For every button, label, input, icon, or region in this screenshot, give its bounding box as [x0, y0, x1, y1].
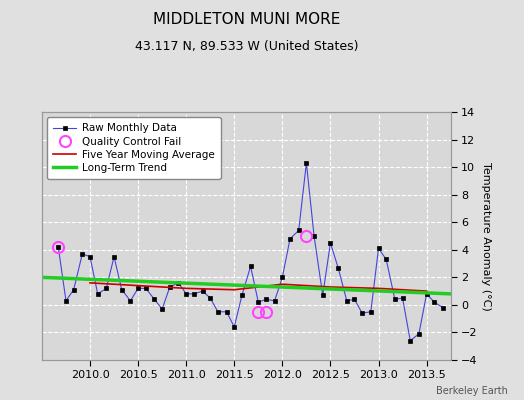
- Raw Monthly Data: [320, 293, 326, 298]
- Raw Monthly Data: [287, 236, 293, 241]
- Text: 43.117 N, 89.533 W (United States): 43.117 N, 89.533 W (United States): [135, 40, 358, 53]
- Five Year Moving Average: [87, 280, 93, 285]
- Raw Monthly Data: [303, 160, 310, 165]
- Raw Monthly Data: [167, 284, 173, 289]
- Raw Monthly Data: [223, 309, 230, 314]
- Raw Monthly Data: [127, 298, 134, 303]
- Raw Monthly Data: [359, 311, 365, 316]
- Raw Monthly Data: [271, 298, 278, 303]
- Raw Monthly Data: [423, 292, 430, 296]
- Line: Raw Monthly Data: Raw Monthly Data: [57, 161, 445, 342]
- Raw Monthly Data: [431, 300, 438, 304]
- Raw Monthly Data: [183, 292, 189, 296]
- Raw Monthly Data: [375, 246, 381, 251]
- Raw Monthly Data: [199, 289, 205, 294]
- Quality Control Fail: [303, 234, 310, 238]
- Raw Monthly Data: [94, 292, 101, 296]
- Raw Monthly Data: [383, 257, 389, 262]
- Five Year Moving Average: [183, 286, 189, 291]
- Raw Monthly Data: [279, 275, 286, 280]
- Five Year Moving Average: [375, 286, 381, 291]
- Raw Monthly Data: [392, 297, 398, 302]
- Y-axis label: Temperature Anomaly (°C): Temperature Anomaly (°C): [482, 162, 492, 310]
- Quality Control Fail: [263, 309, 269, 314]
- Five Year Moving Average: [135, 283, 141, 288]
- Raw Monthly Data: [191, 292, 197, 296]
- Raw Monthly Data: [159, 307, 165, 312]
- Raw Monthly Data: [344, 298, 350, 303]
- Raw Monthly Data: [416, 332, 422, 336]
- Raw Monthly Data: [399, 296, 406, 300]
- Raw Monthly Data: [296, 228, 302, 233]
- Line: Five Year Moving Average: Five Year Moving Average: [90, 283, 427, 291]
- Text: Berkeley Earth: Berkeley Earth: [436, 386, 508, 396]
- Raw Monthly Data: [407, 338, 413, 343]
- Raw Monthly Data: [176, 280, 182, 285]
- Raw Monthly Data: [247, 264, 254, 269]
- Raw Monthly Data: [118, 287, 125, 292]
- Raw Monthly Data: [231, 324, 237, 329]
- Raw Monthly Data: [215, 309, 221, 314]
- Raw Monthly Data: [311, 234, 317, 238]
- Raw Monthly Data: [79, 252, 85, 256]
- Raw Monthly Data: [440, 305, 446, 310]
- Raw Monthly Data: [351, 297, 357, 302]
- Five Year Moving Average: [328, 284, 334, 289]
- Raw Monthly Data: [71, 287, 77, 292]
- Raw Monthly Data: [368, 309, 374, 314]
- Raw Monthly Data: [151, 297, 158, 302]
- Quality Control Fail: [255, 309, 261, 314]
- Raw Monthly Data: [135, 286, 141, 291]
- Raw Monthly Data: [55, 245, 61, 250]
- Raw Monthly Data: [207, 296, 213, 300]
- Five Year Moving Average: [279, 282, 286, 287]
- Legend: Raw Monthly Data, Quality Control Fail, Five Year Moving Average, Long-Term Tren: Raw Monthly Data, Quality Control Fail, …: [47, 117, 221, 179]
- Raw Monthly Data: [255, 300, 261, 304]
- Raw Monthly Data: [335, 265, 341, 270]
- Raw Monthly Data: [103, 286, 110, 291]
- Raw Monthly Data: [87, 254, 93, 259]
- Quality Control Fail: [55, 245, 61, 250]
- Raw Monthly Data: [239, 293, 245, 298]
- Five Year Moving Average: [423, 289, 430, 294]
- Raw Monthly Data: [111, 254, 117, 259]
- Raw Monthly Data: [328, 240, 334, 245]
- Five Year Moving Average: [231, 287, 237, 292]
- Text: MIDDLETON MUNI MORE: MIDDLETON MUNI MORE: [152, 12, 340, 27]
- Line: Quality Control Fail: Quality Control Fail: [53, 230, 312, 317]
- Raw Monthly Data: [143, 286, 149, 291]
- Raw Monthly Data: [263, 297, 269, 302]
- Raw Monthly Data: [63, 298, 69, 303]
